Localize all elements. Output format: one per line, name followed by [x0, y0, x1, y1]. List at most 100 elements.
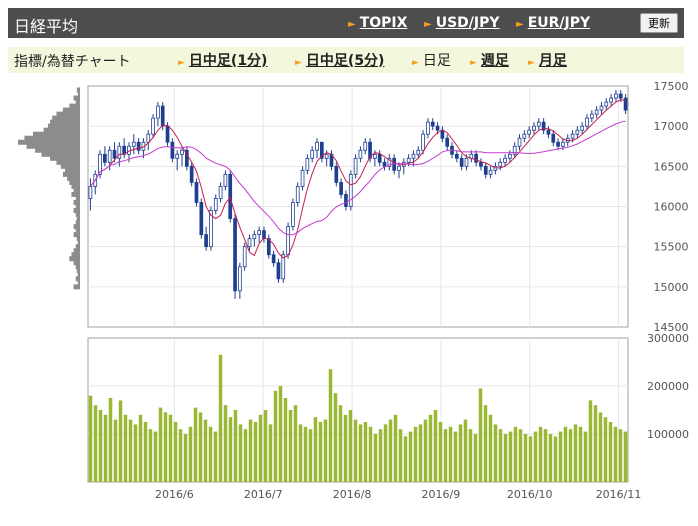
candle-up	[609, 97, 613, 103]
volume-bar	[238, 424, 243, 482]
volume-bar	[328, 369, 333, 482]
candle-down	[266, 238, 271, 256]
volume-bar	[428, 414, 433, 482]
volume-bar	[458, 424, 463, 482]
volume-bar	[443, 429, 448, 482]
date-tick-label: 2016/8	[333, 488, 372, 501]
topix-link[interactable]: ► TOPIX	[348, 15, 407, 31]
volume-bar	[343, 414, 348, 482]
volume-bar	[453, 431, 458, 482]
tab-intraday-1min[interactable]: ► 日中足(1分)	[178, 50, 267, 70]
volume-bar	[388, 419, 393, 482]
volume-bar	[423, 419, 428, 482]
volume-bar	[123, 414, 128, 482]
volume-bar	[358, 424, 363, 482]
tab-intraday-5min[interactable]: ► 日中足(5分)	[295, 50, 384, 70]
candle-down	[189, 165, 194, 183]
candle-up	[353, 157, 358, 175]
candle-down	[546, 129, 551, 135]
candle-up	[561, 141, 565, 147]
price-volume-bar	[75, 228, 80, 234]
indicator-chart-label: 指標/為替チャート	[14, 54, 131, 70]
volume-bar	[203, 419, 208, 482]
volume-bar	[318, 422, 323, 482]
volume-bar	[533, 431, 538, 482]
candle-up	[416, 149, 421, 155]
price-volume-bar	[52, 115, 80, 121]
price-volume-bar	[32, 131, 80, 137]
tab-weekly[interactable]: ► 週足	[470, 50, 509, 70]
candle-down	[136, 141, 141, 151]
candle-down	[204, 234, 208, 248]
volume-bar	[393, 414, 398, 482]
price-volume-bar	[77, 240, 80, 246]
candle-up	[209, 210, 213, 248]
candle-down	[541, 121, 546, 131]
volume-bar	[403, 436, 408, 482]
volume-bar	[538, 426, 543, 482]
volume-bar	[293, 405, 298, 482]
volume-bar	[473, 434, 478, 482]
volume-bar	[273, 390, 278, 482]
candle-up	[363, 141, 368, 151]
price-volume-bar	[62, 107, 80, 113]
tab-daily-label: 日足	[422, 53, 451, 69]
candle-down	[339, 181, 343, 195]
candle-down	[184, 149, 189, 167]
price-volume-bar	[50, 155, 80, 161]
candle-up	[604, 101, 609, 107]
candle-up	[131, 141, 136, 147]
chart-tab-bar: 指標/為替チャート ► 日中足(1分) ► 日中足(5分) ► 日足 ► 週足 ► 月足	[8, 47, 684, 73]
price-volume-bar	[75, 264, 80, 270]
candle-up	[315, 141, 319, 151]
volume-bar	[313, 417, 318, 482]
price-volume-bar	[56, 159, 80, 165]
price-tick-label: 17500	[654, 80, 689, 93]
candle-up	[358, 149, 363, 159]
refresh-button[interactable]: 更新	[640, 13, 678, 33]
price-tick-label: 14500	[654, 321, 689, 334]
candle-up	[300, 169, 305, 187]
candle-down	[479, 161, 483, 167]
volume-bar	[213, 431, 218, 482]
candle-up	[614, 93, 618, 99]
candle-up	[387, 157, 392, 167]
volume-bar	[478, 388, 483, 482]
volume-bar	[623, 431, 628, 482]
volume-bar	[463, 419, 468, 482]
eur-jpy-link[interactable]: ► EUR/JPY	[516, 15, 590, 31]
price-volume-bar	[69, 103, 80, 109]
candle-down	[344, 194, 348, 207]
short-moving-average-line	[90, 99, 626, 259]
candle-down	[454, 153, 459, 159]
price-volume-bar	[24, 135, 80, 141]
candle-down	[228, 173, 233, 219]
volume-bar	[223, 405, 228, 482]
candle-up	[218, 186, 223, 199]
candle-up	[180, 149, 184, 155]
tab-intraday-5min-label: 日中足(5分)	[305, 53, 385, 69]
candle-down	[276, 262, 281, 280]
volume-by-price-histogram	[18, 87, 80, 290]
candle-down	[445, 137, 450, 147]
candle-up	[570, 133, 575, 139]
volume-bar	[593, 405, 598, 482]
price-volume-bar	[77, 280, 80, 286]
candle-down	[618, 93, 623, 99]
candle-up	[252, 234, 257, 240]
candle-up	[373, 153, 377, 159]
volume-bar	[383, 424, 388, 482]
volume-bar	[418, 424, 423, 482]
price-volume-bar	[75, 244, 80, 250]
volume-bar	[558, 431, 563, 482]
candle-down	[194, 181, 199, 203]
orange-triangle-icon: ►	[424, 19, 432, 30]
usd-jpy-link[interactable]: ► USD/JPY	[424, 15, 500, 31]
candle-down	[459, 157, 464, 167]
candle-up	[532, 125, 536, 131]
volume-bar	[523, 434, 528, 482]
price-volume-bar	[76, 87, 80, 93]
candle-up	[223, 173, 228, 187]
tab-monthly[interactable]: ► 月足	[528, 50, 567, 70]
volume-bar	[448, 426, 453, 482]
